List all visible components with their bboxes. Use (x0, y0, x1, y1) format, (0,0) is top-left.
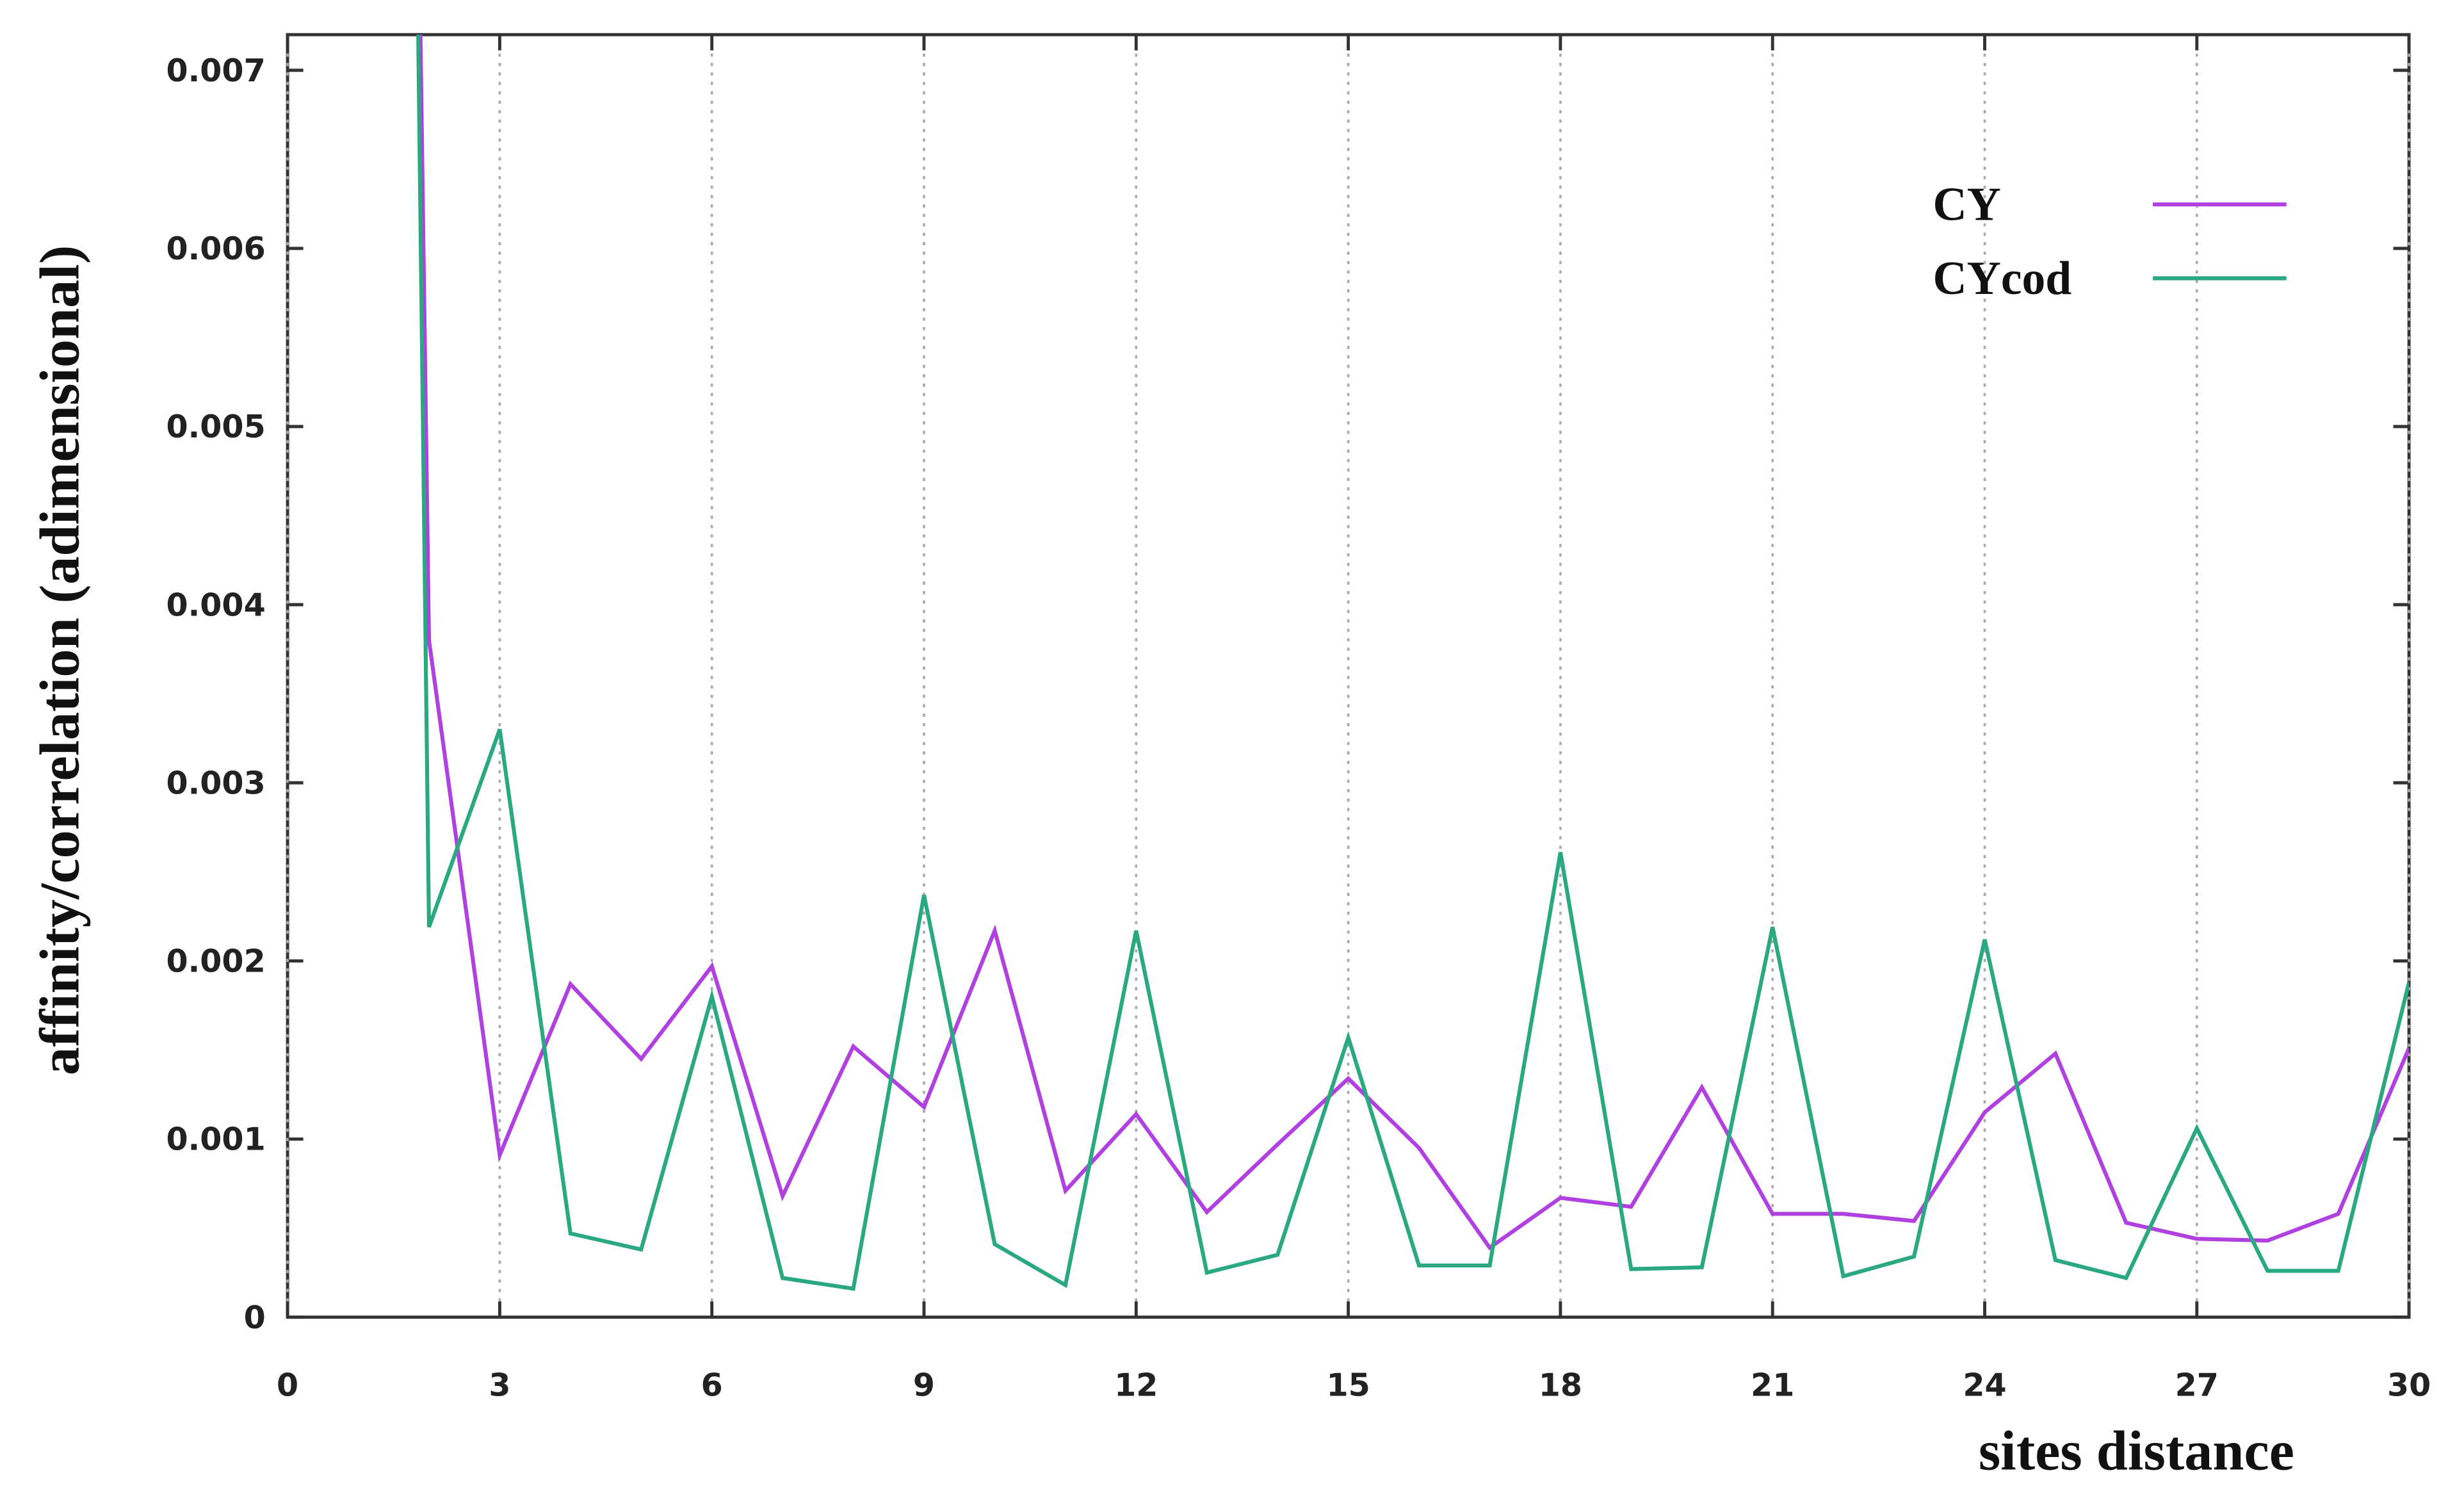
x-tick-label: 18 (1539, 1366, 1582, 1403)
x-tick-label: 30 (2387, 1366, 2431, 1403)
y-tick-label: 0.001 (166, 1121, 265, 1158)
x-tick-label: 0 (277, 1366, 298, 1403)
plot-frame (286, 33, 2411, 1319)
x-tick-label: 15 (1326, 1366, 1370, 1403)
data-line (418, 35, 2410, 1251)
legend-label: CY (1933, 178, 2001, 231)
data-line (416, 35, 2410, 1291)
x-tick-label: 27 (2175, 1366, 2219, 1403)
legend-label: CYcod (1933, 252, 2072, 304)
y-tick-label: 0.002 (166, 943, 265, 980)
y-tick-label: 0.006 (166, 230, 265, 267)
y-tick-label: 0 (244, 1299, 266, 1336)
x-tick-label: 12 (1114, 1366, 1158, 1403)
y-axis-label: affinity/correlation (adimensional) (29, 245, 92, 1075)
y-tick-label: 0.004 (166, 586, 265, 623)
y-tick-label: 0.007 (166, 52, 265, 89)
x-tick-label: 21 (1751, 1366, 1794, 1403)
plot-area (416, 35, 2410, 1291)
x-axis-label: sites distance (1979, 1420, 2294, 1483)
x-tick-label: 6 (701, 1366, 723, 1403)
x-tick-label: 24 (1963, 1366, 2006, 1403)
x-tick-label: 9 (913, 1366, 935, 1403)
y-tick-label: 0.003 (166, 764, 265, 801)
x-tick-label: 3 (489, 1366, 510, 1403)
y-tick-label: 0.005 (166, 408, 265, 445)
